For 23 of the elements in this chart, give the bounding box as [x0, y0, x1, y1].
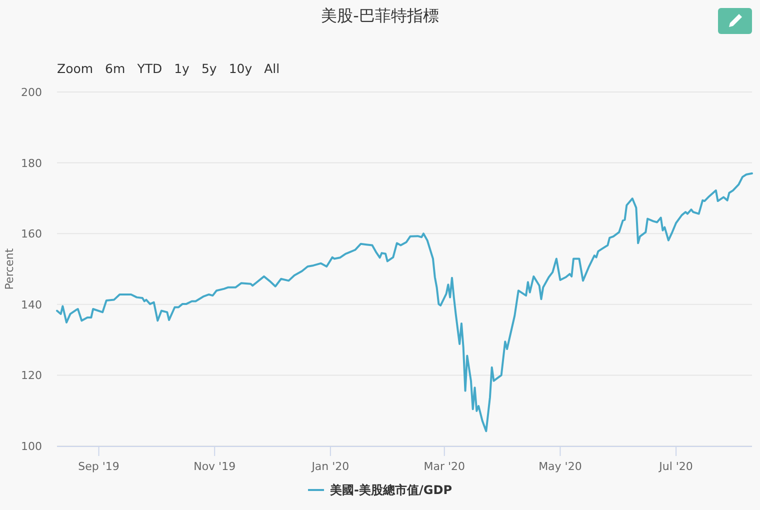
x-tick-label: Nov '19: [194, 460, 236, 473]
text: All: [264, 61, 280, 76]
y-tick-label: 180: [21, 156, 42, 170]
y-tick-label: 100: [21, 440, 42, 453]
text: Zoom: [57, 61, 94, 76]
text: 10y: [228, 61, 253, 76]
x-tick-label: Jul '20: [658, 460, 693, 473]
y-axis-title: Percent: [3, 248, 16, 290]
legend-label: 美國-美股總市值/GDP: [329, 483, 452, 497]
chart-title: 美股-巴菲特指標: [321, 6, 439, 25]
y-tick-label: 120: [21, 369, 42, 382]
x-tick-label: Jan '20: [310, 460, 350, 473]
text: YTD: [136, 61, 162, 76]
y-tick-label: 140: [21, 298, 42, 312]
line-series: [56, 172, 753, 432]
x-tick-label: Sep '19: [78, 460, 120, 473]
text: 5y: [201, 61, 218, 76]
y-tick-label: 160: [21, 228, 42, 241]
text: 1y: [174, 61, 190, 76]
x-tick-label: Mar '20: [424, 460, 466, 473]
x-tick-label: May '20: [538, 460, 582, 473]
y-tick-label: 200: [21, 86, 42, 99]
text: 6m: [105, 61, 126, 76]
